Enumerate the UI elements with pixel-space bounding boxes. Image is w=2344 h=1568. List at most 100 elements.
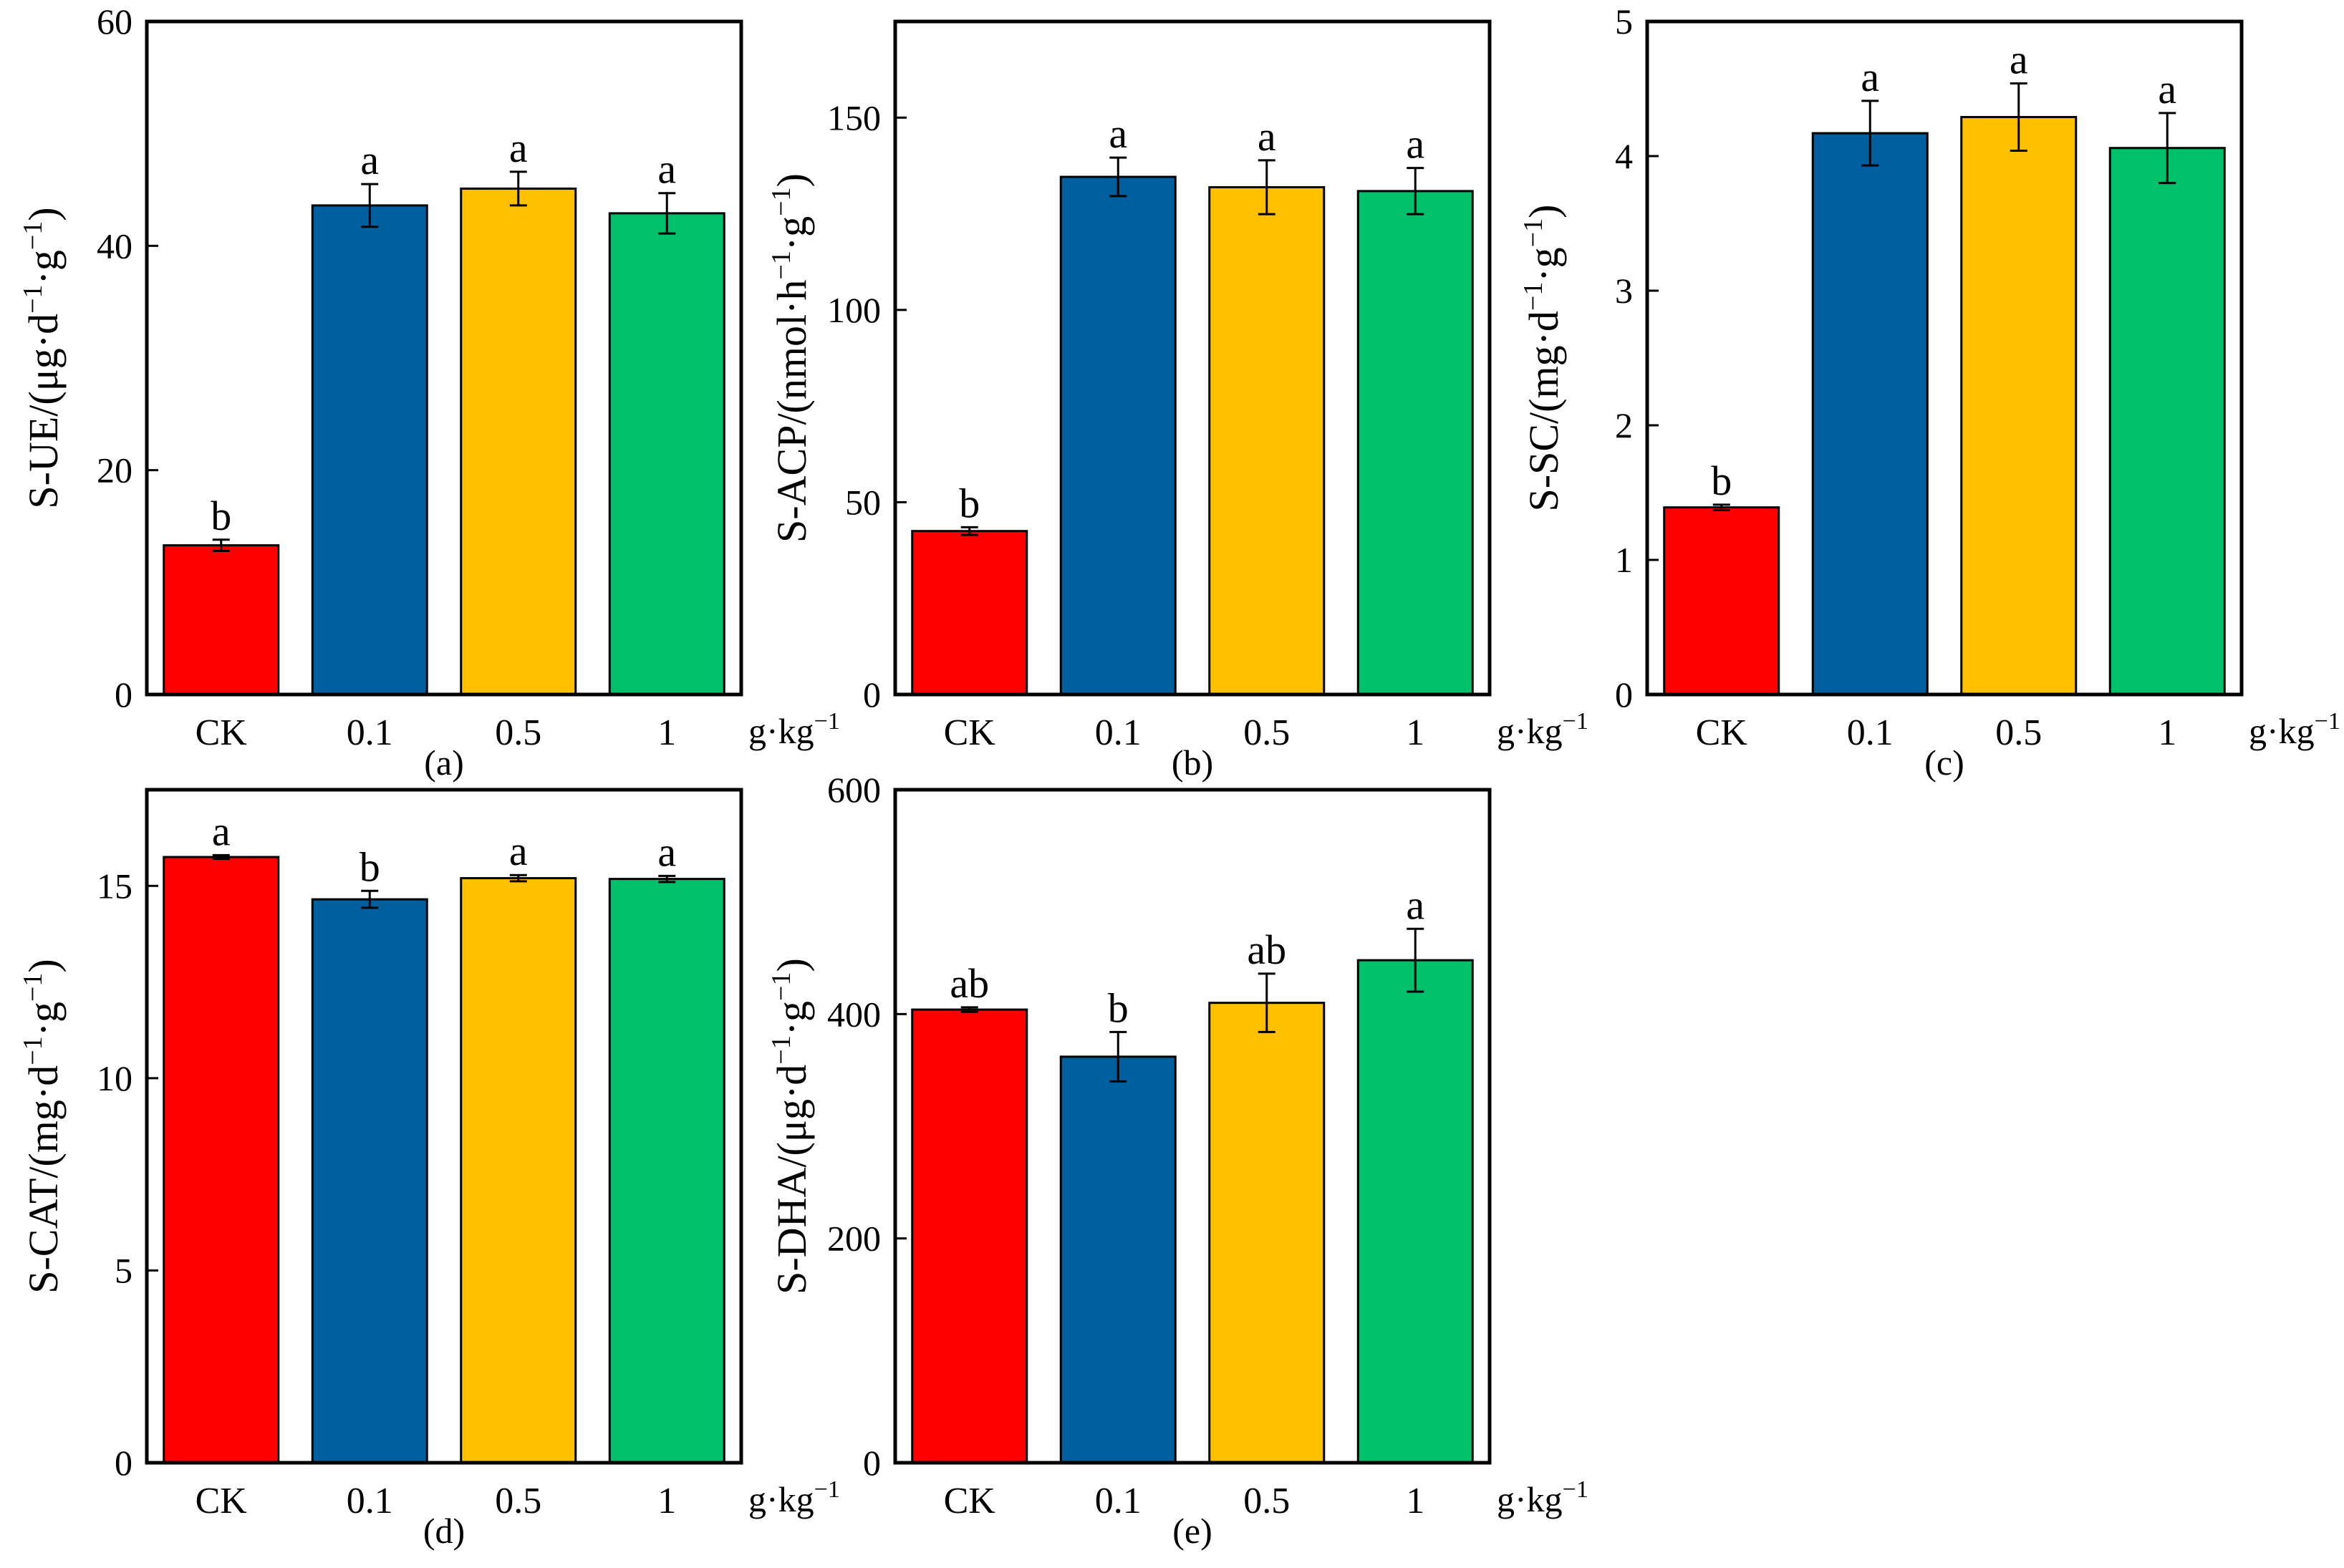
panel-label: (d) [423,1511,465,1551]
y-tick-label: 200 [827,1219,881,1259]
x-tick-label: 1 [1406,712,1424,753]
significance-label: b [1108,984,1129,1031]
y-tick-label: 0 [1615,674,1633,715]
x-tick-label: 1 [657,1481,676,1521]
x-tick-label: CK [944,712,996,753]
bar-0.5 [1960,115,2078,696]
chart-panel-c: b CK a 0.1 a 0.5 a 1 0 1 2 3 4 5 g·kg−1 (c) S-SC/(mg·d−1… [1518,1,2340,783]
significance-label: b [1711,458,1732,504]
significance-label: a [509,828,528,874]
bar-1 [1356,190,1474,696]
plot-frame [145,19,743,697]
x-tick-label: 1 [657,712,676,753]
chart-panel-b: b CK a 0.1 a 0.5 a 1 0 50 100 150 g·kg−1 (b) S-ACP/(nm… [766,19,1588,783]
y-tick-label: 0 [863,1443,881,1483]
x-tick-label: 0.5 [495,712,541,753]
chart-panel-e: ab CK b 0.1 ab 0.5 a 1 0 200 400 600 g·kg−1 (e) S-DHA/… [766,770,1588,1551]
y-axis-label: S-SC/(mg·d−1·g−1) [1518,205,1567,512]
significance-label: a [509,125,528,171]
significance-label: a [1861,54,1879,100]
x-unit-label: g·kg−1 [748,1476,840,1519]
x-tick-label: CK [196,1481,248,1521]
y-tick-label: 10 [97,1058,132,1098]
y-tick-label: 0 [115,674,132,715]
panel-label: (c) [1924,742,1964,783]
y-tick-label: 3 [1615,271,1633,311]
x-tick-label: 0.5 [1243,1481,1290,1521]
x-tick-label: 0.1 [1847,712,1894,753]
x-tick-label: 0.1 [1095,1481,1142,1521]
chart-panel-a: b CK a 0.1 a 0.5 a 1 0 20 40 60 g·kg−1 (a) S-UE/(μg·d−… [18,1,840,783]
x-tick-label: 1 [2158,712,2176,753]
y-tick-label: 150 [827,97,881,137]
y-axis-label: S-DHA/(μg·d−1·g−1) [766,958,815,1294]
bar-0.1 [311,204,428,696]
x-tick-label: 0.5 [1995,712,2042,753]
significance-label: a [1406,881,1424,928]
significance-label: a [657,146,676,193]
x-unit-label: g·kg−1 [2249,708,2340,751]
significance-label: b [959,480,980,526]
significance-label: a [657,828,676,875]
x-tick-label: 0.5 [1243,712,1290,753]
y-axis-label: S-CAT/(mg·d−1·g−1) [18,959,67,1294]
panel-label: (a) [424,742,464,783]
significance-label: a [1258,113,1276,160]
y-tick-label: 15 [97,866,132,906]
x-unit-label: g·kg−1 [748,708,840,751]
panel-label: (b) [1172,742,1213,783]
bar-0.1 [1059,175,1177,696]
x-tick-label: 1 [1406,1481,1424,1521]
significance-label: a [2158,66,2176,112]
x-tick-label: CK [1696,712,1748,753]
plot-frame [893,19,1492,697]
significance-label: a [2010,36,2028,82]
significance-label: a [1109,110,1127,157]
y-tick-label: 20 [97,450,132,490]
bar-1 [608,878,725,1464]
bar-0.5 [1208,1002,1326,1464]
x-tick-label: CK [196,712,248,753]
y-tick-label: 60 [97,1,132,42]
y-tick-label: 2 [1615,405,1633,445]
bar-0.1 [1059,1055,1177,1464]
bar-1 [608,212,725,696]
x-tick-label: 0.1 [1095,712,1142,753]
bar-1 [2108,147,2226,696]
x-tick-label: CK [944,1481,996,1521]
bar-0.1 [311,898,428,1464]
y-tick-label: 5 [1615,1,1633,42]
y-tick-label: 5 [115,1250,132,1290]
panel-label: (e) [1172,1511,1212,1551]
x-unit-label: g·kg−1 [1497,708,1588,751]
y-tick-label: 400 [827,994,881,1034]
plot-frame [145,788,743,1465]
significance-label: a [1406,121,1424,168]
bar-0.5 [460,877,577,1464]
y-tick-label: 50 [845,482,881,522]
significance-label: ab [950,960,989,1007]
chart-panel-d: aCKb0.1a0.5a1051015g·kg−1(d)S-CAT/(mg·d−… [18,788,840,1551]
bar-CK [163,856,280,1464]
y-tick-label: 0 [115,1443,132,1483]
y-tick-label: 600 [827,770,881,810]
y-tick-label: 0 [863,674,881,715]
significance-label: b [360,843,380,890]
bar-0.5 [460,187,577,696]
significance-label: a [360,137,379,183]
bar-CK [911,530,1028,696]
x-tick-label: 0.5 [495,1481,541,1521]
y-tick-label: 100 [827,290,881,330]
bar-1 [1356,959,1474,1464]
plot-frame [1645,19,2244,697]
x-unit-label: g·kg−1 [1497,1476,1588,1519]
plot-frame [893,788,1492,1465]
bar-CK [1663,506,1780,696]
significance-label: a [212,808,231,854]
bar-CK [163,544,280,696]
y-tick-label: 40 [97,226,132,266]
x-tick-label: 0.1 [347,712,393,753]
y-tick-label: 1 [1615,540,1633,580]
bar-CK [911,1008,1028,1464]
